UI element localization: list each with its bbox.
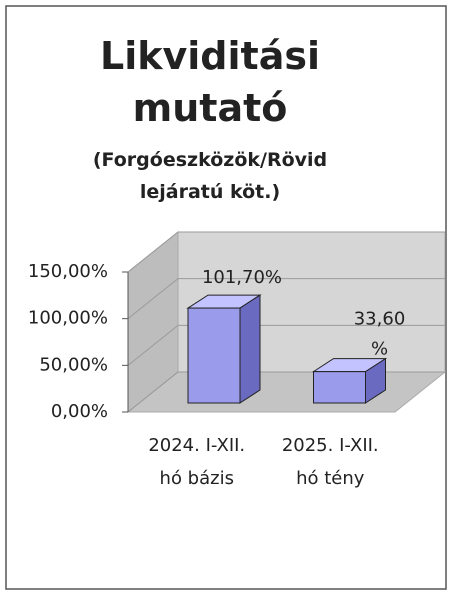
x-tick-label: 2024. I-XII. hó bázis bbox=[148, 435, 245, 489]
value-label: 101,70% bbox=[202, 267, 282, 288]
y-tick-label: 50,00% bbox=[39, 354, 108, 375]
x-tick-label: 2025. I-XII. hó tény bbox=[282, 435, 379, 489]
bar bbox=[313, 371, 366, 404]
chart-subtitle: (Forgóeszközök/Rövid lejáratú köt.) bbox=[93, 149, 327, 203]
chart-title: Likviditási mutató bbox=[100, 34, 320, 130]
y-tick-label: 150,00% bbox=[28, 261, 108, 282]
value-label: 33,60% bbox=[354, 309, 406, 360]
grid-line bbox=[127, 278, 445, 320]
grid-line bbox=[127, 324, 445, 366]
y-tick-label: 100,00% bbox=[28, 308, 108, 329]
floor bbox=[126, 371, 447, 413]
bar-side bbox=[239, 294, 261, 404]
y-tick-label: 0,00% bbox=[51, 401, 108, 422]
bar bbox=[187, 307, 241, 404]
grid-line bbox=[127, 231, 445, 273]
